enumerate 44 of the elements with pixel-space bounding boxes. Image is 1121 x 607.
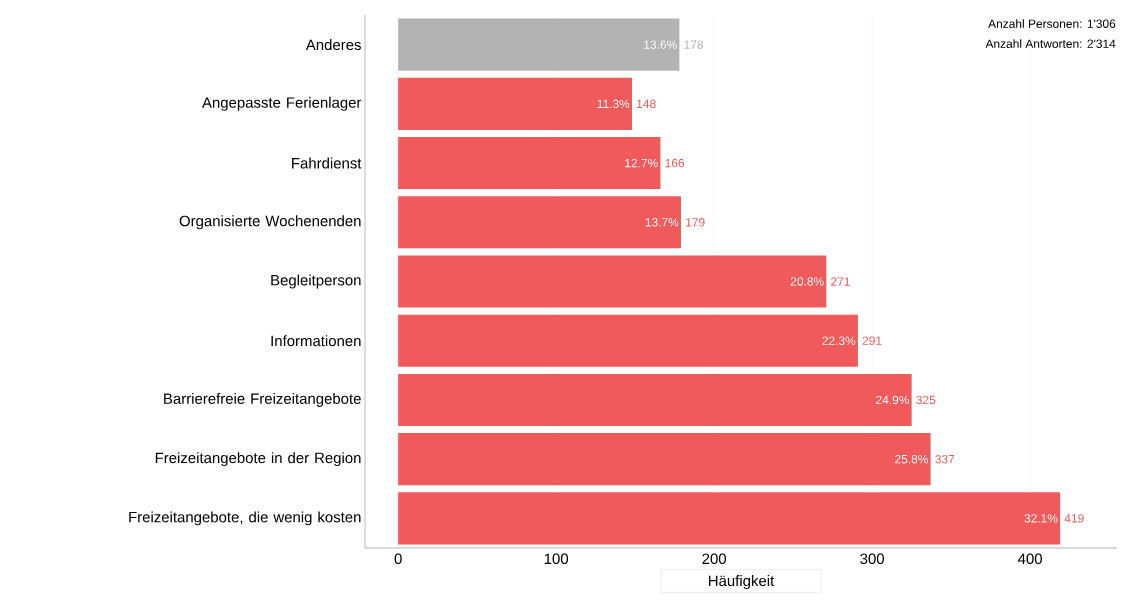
annotation: Anzahl Antworten: 2'314	[985, 39, 1116, 48]
annotation: 32.1%	[1024, 514, 1058, 523]
bar	[398, 77, 632, 130]
annotation: 24.9%	[876, 395, 909, 405]
data-label: 148	[637, 99, 656, 109]
bar	[398, 492, 1061, 545]
annotation: 13.6%	[644, 40, 677, 49]
bar	[398, 433, 931, 486]
y-tick-label: Barrierefreie Freizeitangebote	[164, 392, 361, 407]
y-tick-label: Informationen	[271, 335, 361, 347]
x-tick-label: 100	[544, 553, 569, 565]
data-label: 419	[1064, 514, 1084, 523]
bar	[398, 136, 661, 190]
annotation: 13.7%	[645, 218, 679, 227]
bar	[398, 255, 827, 308]
data-label: 271	[831, 277, 850, 286]
data-label: 166	[665, 158, 685, 168]
bar	[398, 196, 681, 249]
annotation: Anzahl Personen: 1'306	[988, 19, 1116, 28]
bar	[398, 314, 858, 367]
annotation: 11.3%	[597, 99, 630, 109]
y-tick-label: Freizeitangebote in der Region	[155, 452, 361, 467]
annotation: 25.8%	[895, 454, 928, 464]
bar	[398, 18, 680, 71]
y-tick-label: Organisierte Wochenenden	[179, 215, 361, 230]
data-label: 325	[916, 395, 936, 405]
y-tick-label: Begleitperson	[271, 274, 361, 289]
annotation: 20.8%	[790, 277, 824, 286]
x-tick-label: 400	[1018, 553, 1042, 565]
y-tick-label: Anderes	[305, 39, 361, 51]
y-tick-label: Fahrdienst	[292, 157, 362, 169]
annotation: 22.3%	[822, 336, 856, 345]
x-tick-label: 0	[394, 553, 402, 565]
bar	[398, 373, 912, 426]
annotation: 12.7%	[625, 158, 658, 168]
data-label: 178	[684, 40, 704, 49]
x-tick-label: 200	[702, 553, 727, 565]
data-label: 179	[686, 218, 705, 227]
x-axis-title: Häufigkeit	[709, 575, 775, 590]
data-label: 291	[862, 336, 882, 345]
x-tick-label: 300	[860, 553, 884, 565]
data-label: 337	[935, 454, 955, 464]
y-tick-label: Angepasste Ferienlager	[202, 96, 362, 111]
y-tick-label: Freizeitangebote, die wenig kosten	[129, 511, 361, 526]
